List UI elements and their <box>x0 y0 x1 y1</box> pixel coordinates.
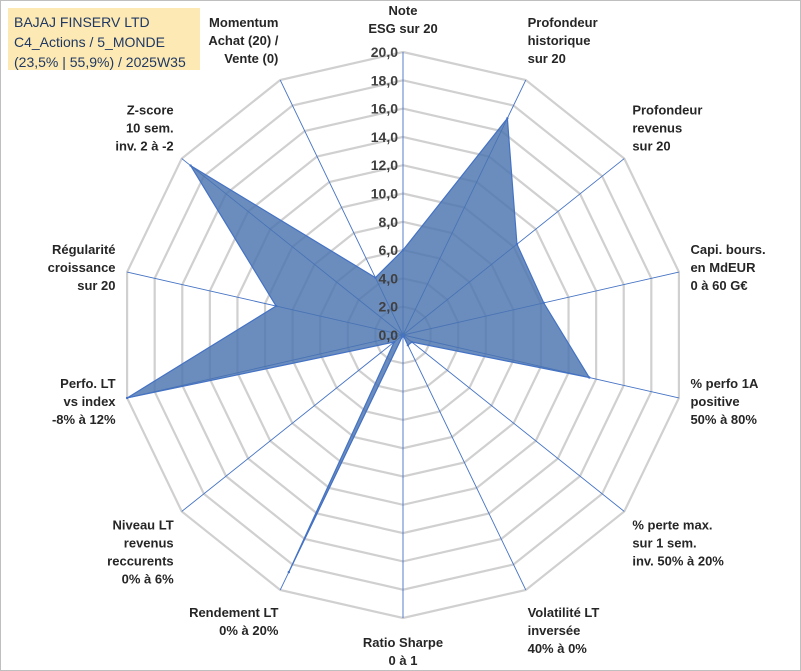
data-point <box>189 164 192 167</box>
data-point <box>274 304 278 308</box>
axis-label-line: 0% à 6% <box>122 572 174 587</box>
axis-label-line: inversée <box>528 623 581 638</box>
title-line-2: C4_Actions / 5_MONDE <box>14 34 165 50</box>
axis-label-line: 10 sem. <box>126 120 174 135</box>
axis-label: Capi. bours. en MdEUR 0 à 60 G€ <box>690 242 765 293</box>
title-box: BAJAJ FINSERV LTD C4_Actions / 5_MONDE (… <box>8 8 200 70</box>
axis-label-line: % perfo 1A <box>690 376 759 391</box>
tick-label: 8,0 <box>379 214 399 230</box>
tick-label: 12,0 <box>371 157 398 173</box>
axis-label: Ratio Sharpe 0 à 1 <box>363 635 443 668</box>
axis-label-line: Régularité <box>52 242 116 257</box>
data-point <box>287 570 291 574</box>
axis-label-line: Profondeur <box>632 102 702 117</box>
axis-label: Rendement LT 0% à 20% <box>189 605 279 638</box>
data-point <box>401 248 405 252</box>
axis-label-line: sur 20 <box>528 51 566 66</box>
axis-label-line: croissance <box>48 260 116 275</box>
axis-label-line: 50% à 80% <box>690 412 757 427</box>
axis-label-line: Volatilité LT <box>528 605 600 620</box>
axis-spoke <box>181 334 404 512</box>
tick-label: 14,0 <box>371 129 398 145</box>
axis-label-line: reccurents <box>107 554 173 569</box>
title-line-1: BAJAJ FINSERV LTD <box>14 14 150 30</box>
data-point <box>515 242 519 246</box>
data-point <box>401 333 405 337</box>
axis-label-line: revenus <box>632 120 682 135</box>
radial-tick-labels: 0,0 2,0 4,0 6,0 8,0 10,0 12,0 14,0 16,0 18,0 20,0 <box>371 44 398 343</box>
axis-label-line: -8% à 12% <box>52 412 116 427</box>
tick-label: 2,0 <box>379 299 399 315</box>
axis-label: Profondeur historique sur 20 <box>528 15 598 66</box>
axis-label-line: Achat (20) / <box>208 33 278 48</box>
axis-label-line: 40% à 0% <box>528 641 588 656</box>
axis-label-line: sur 20 <box>632 138 670 153</box>
axis-label-line: Niveau LT <box>112 518 173 533</box>
axis-label-line: Profondeur <box>528 15 598 30</box>
tick-label: 10,0 <box>371 186 398 202</box>
axis-label: Z-score 10 sem. inv. 2 à -2 <box>115 102 173 153</box>
tick-label: 4,0 <box>379 270 399 286</box>
tick-label: 0,0 <box>379 327 399 343</box>
axis-label: Momentum Achat (20) / Vente (0) <box>208 15 278 66</box>
axis-label-line: en MdEUR <box>690 260 756 275</box>
data-point <box>374 276 377 279</box>
axis-label-line: positive <box>690 394 739 409</box>
axis-label-line: Perfo. LT <box>60 376 115 391</box>
axis-label-line: sur 20 <box>77 278 115 293</box>
axis-label-line: historique <box>528 33 591 48</box>
axis-label-line: Note <box>389 3 418 18</box>
axis-label-line: 0 à 60 G€ <box>690 278 747 293</box>
axis-label-line: 0% à 20% <box>219 623 279 638</box>
axis-label-line: inv. 2 à -2 <box>115 138 173 153</box>
axis-label-line: Ratio Sharpe <box>363 635 443 650</box>
data-point <box>588 376 591 379</box>
axis-label: % perte max. sur 1 sem. inv. 50% à 20% <box>632 518 724 569</box>
axis-label: Profondeur revenus sur 20 <box>632 102 702 153</box>
data-point <box>125 396 129 400</box>
tick-label: 16,0 <box>371 101 398 117</box>
tick-label: 18,0 <box>371 72 398 88</box>
axis-label: Volatilité LT inversée 40% à 0% <box>528 605 600 656</box>
axis-spoke <box>402 334 625 512</box>
data-point <box>406 343 410 347</box>
axis-label: Note ESG sur 20 <box>368 3 437 36</box>
axis-label-line: 0 à 1 <box>389 653 418 668</box>
data-point <box>392 340 396 344</box>
axis-label-line: inv. 50% à 20% <box>632 554 724 569</box>
axis-label-line: revenus <box>124 536 174 551</box>
tick-label: 6,0 <box>379 242 399 258</box>
title-line-3: (23,5% | 55,9%) / 2025W35 <box>14 54 186 70</box>
data-point <box>542 301 545 305</box>
axis-label: Régularité croissance sur 20 <box>48 242 116 293</box>
axis-label-line: Capi. bours. <box>690 242 765 257</box>
axis-label: Perfo. LT vs index -8% à 12% <box>52 376 116 427</box>
axis-label-line: Rendement LT <box>189 605 278 620</box>
axis-label: Niveau LT revenus reccurents 0% à 6% <box>107 518 174 587</box>
axis-label-line: sur 1 sem. <box>632 536 696 551</box>
tick-label: 20,0 <box>371 44 398 60</box>
series-area <box>126 116 591 573</box>
axis-label-line: % perte max. <box>632 518 712 533</box>
axis-label-line: vs index <box>64 394 117 409</box>
data-point <box>506 117 509 120</box>
axis-labels: Note ESG sur 20 Profondeur historique sur 20… <box>48 3 766 668</box>
axis-label: % perfo 1A positive 50% à 80% <box>690 376 759 427</box>
axis-label-line: Momentum <box>209 15 278 30</box>
axis-label-line: Z-score <box>127 102 174 117</box>
axis-label-line: Vente (0) <box>224 51 278 66</box>
axis-label-line: ESG sur 20 <box>368 21 437 36</box>
data-point <box>410 340 414 344</box>
radar-series <box>125 116 591 574</box>
axis-spoke <box>402 334 527 591</box>
